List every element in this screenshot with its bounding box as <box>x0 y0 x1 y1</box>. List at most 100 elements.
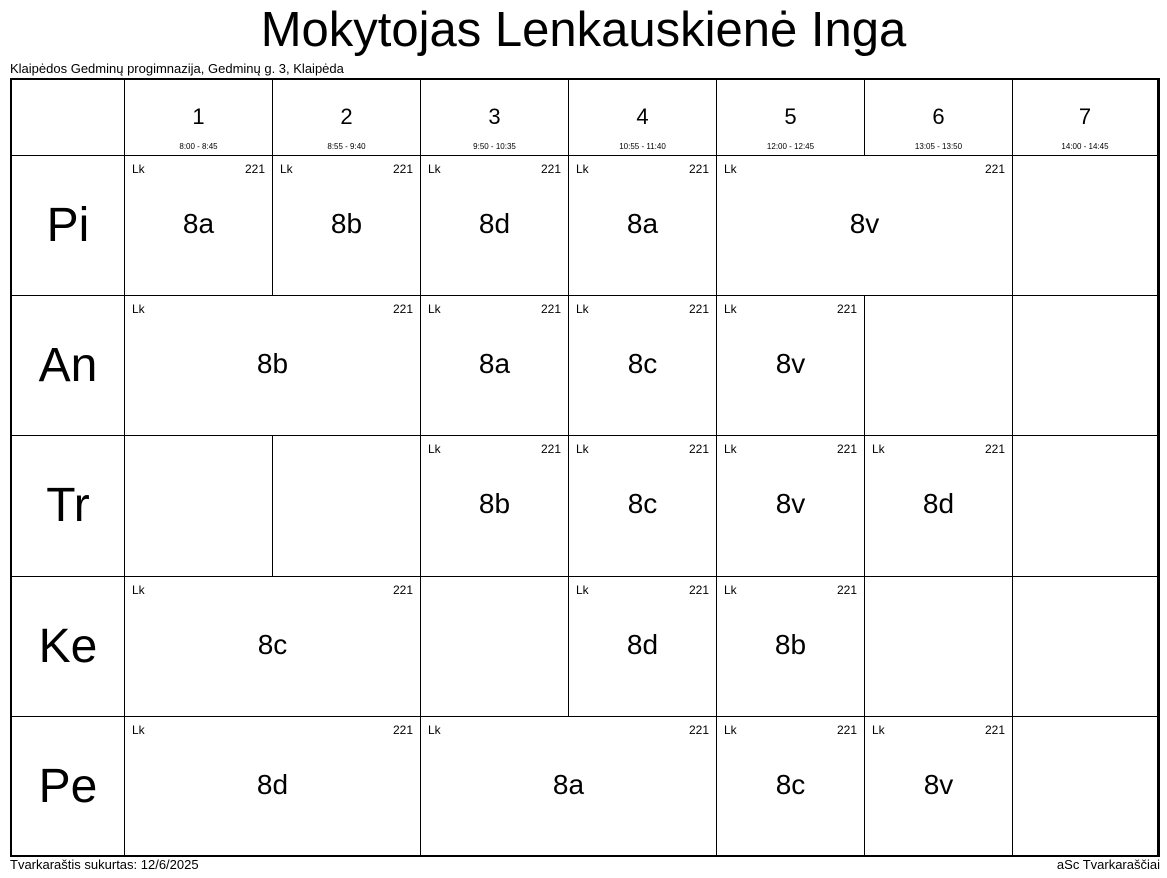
period-header: 7 14:00 - 14:45 <box>1013 80 1158 156</box>
lesson-class: 8b <box>330 208 363 239</box>
lesson-subject: Lk <box>872 722 885 737</box>
lesson-room: 221 <box>392 302 413 317</box>
lesson-room: 221 <box>392 582 413 597</box>
period-header: 3 9:50 - 10:35 <box>421 80 569 156</box>
lesson-room: 221 <box>984 442 1005 457</box>
lesson-class: 8v <box>775 488 806 520</box>
lesson-cell: Lk 221 8b <box>717 576 865 717</box>
corner-cell <box>12 80 125 156</box>
lesson-subject: Lk <box>280 162 293 176</box>
empty-cell <box>865 576 1013 717</box>
lesson-subject: Lk <box>576 302 589 317</box>
lesson-cell: Lk 221 8b <box>125 296 421 437</box>
lesson-room: 221 <box>836 582 857 597</box>
lesson-subject: Lk <box>428 442 441 457</box>
period-time: 10:55 - 11:40 <box>619 142 666 151</box>
day-label: Ke <box>12 576 125 717</box>
empty-cell <box>1013 576 1158 717</box>
lesson-subject: Lk <box>724 442 737 457</box>
lesson-class: 8b <box>774 628 807 660</box>
lesson-subject: Lk <box>724 302 737 317</box>
empty-cell <box>865 296 1013 437</box>
lesson-cell: Lk 221 8c <box>569 436 717 577</box>
lesson-subject: Lk <box>132 582 145 597</box>
period-time: 8:55 - 9:40 <box>327 142 366 151</box>
lesson-cell: Lk 221 8c <box>569 296 717 437</box>
day-label: An <box>12 296 125 437</box>
lesson-subject: Lk <box>428 722 441 737</box>
period-time: 9:50 - 10:35 <box>473 142 516 151</box>
empty-cell <box>1013 296 1158 437</box>
period-number: 1 <box>192 104 205 129</box>
empty-cell <box>1013 436 1158 577</box>
lesson-cell: Lk 221 8b <box>421 436 569 577</box>
lesson-room: 221 <box>392 722 413 737</box>
created-date: Tvarkaraštis sukurtas: 12/6/2025 <box>10 857 199 872</box>
day-label: Pi <box>12 156 125 297</box>
lesson-cell: Lk 221 8d <box>125 716 421 857</box>
lesson-cell: Lk 221 8v <box>717 296 865 437</box>
lesson-room: 221 <box>836 442 857 457</box>
lesson-subject: Lk <box>576 162 589 176</box>
lesson-room: 221 <box>688 302 709 317</box>
lesson-room: 221 <box>540 302 561 317</box>
lesson-cell: Lk 221 8v <box>717 156 1013 297</box>
period-time: 8:00 - 8:45 <box>179 142 218 151</box>
period-header: 4 10:55 - 11:40 <box>569 80 717 156</box>
lesson-class: 8v <box>923 768 954 800</box>
period-number: 5 <box>784 104 797 129</box>
lesson-room: 221 <box>836 722 857 737</box>
lesson-cell: Lk 221 8c <box>717 716 865 857</box>
school-address: Klaipėdos Gedminų progimnazija, Gedminų … <box>10 61 344 76</box>
brand-label: aSc Tvarkaraščiai <box>1056 857 1160 872</box>
lesson-class: 8d <box>922 488 955 520</box>
lesson-subject: Lk <box>576 582 589 597</box>
lesson-subject: Lk <box>872 442 885 457</box>
empty-cell <box>125 436 273 577</box>
lesson-subject: Lk <box>132 722 145 737</box>
lesson-room: 221 <box>688 582 709 597</box>
lesson-class: 8c <box>627 488 658 520</box>
lesson-subject: Lk <box>428 162 441 176</box>
period-header: 5 12:00 - 12:45 <box>717 80 865 156</box>
lesson-subject: Lk <box>724 722 737 737</box>
lesson-subject: Lk <box>132 162 145 176</box>
period-number: 3 <box>488 104 501 129</box>
lesson-class: 8v <box>775 348 806 380</box>
lesson-room: 221 <box>688 162 709 176</box>
lesson-class: 8a <box>182 208 215 239</box>
lesson-room: 221 <box>984 162 1005 176</box>
lesson-class: 8a <box>626 208 659 239</box>
lesson-class: 8c <box>257 628 288 660</box>
day-label: Tr <box>12 436 125 577</box>
day-label: Pe <box>12 716 125 857</box>
period-header: 1 8:00 - 8:45 <box>125 80 273 156</box>
lesson-cell: Lk 221 8d <box>421 156 569 297</box>
period-header: 6 13:05 - 13:50 <box>865 80 1013 156</box>
period-time: 13:05 - 13:50 <box>914 142 963 151</box>
lesson-cell: Lk 221 8a <box>569 156 717 297</box>
lesson-class: 8d <box>256 768 289 800</box>
lesson-cell: Lk 221 8d <box>569 576 717 717</box>
lesson-room: 221 <box>836 302 857 317</box>
empty-cell <box>421 576 569 717</box>
lesson-room: 221 <box>244 162 265 176</box>
lesson-class: 8b <box>256 348 289 380</box>
lesson-cell: Lk 221 8b <box>273 156 421 297</box>
lesson-subject: Lk <box>132 302 145 317</box>
lesson-room: 221 <box>688 722 709 737</box>
lesson-cell: Lk 221 8v <box>865 716 1013 857</box>
lesson-class: 8v <box>849 208 880 239</box>
empty-cell <box>1013 156 1158 297</box>
lesson-class: 8b <box>478 488 511 520</box>
lesson-room: 221 <box>984 722 1005 737</box>
lesson-class: 8a <box>552 768 585 800</box>
lesson-room: 221 <box>392 162 413 176</box>
empty-cell <box>1013 716 1158 857</box>
lesson-subject: Lk <box>724 162 737 176</box>
empty-cell <box>273 436 421 577</box>
period-number: 4 <box>636 104 649 129</box>
lesson-cell: Lk 221 8a <box>421 716 717 857</box>
period-header: 2 8:55 - 9:40 <box>273 80 421 156</box>
lesson-subject: Lk <box>428 302 441 317</box>
